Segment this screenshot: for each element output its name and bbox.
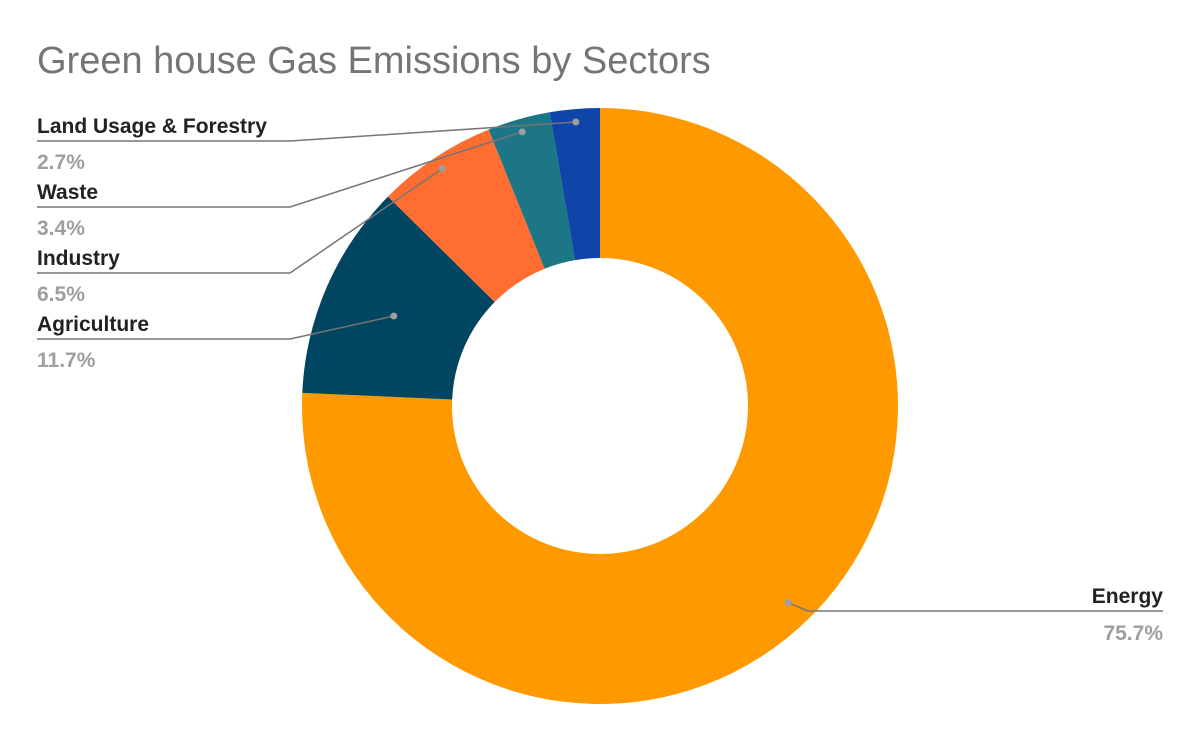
leader-waste	[37, 128, 526, 208]
leader-dot-waste	[518, 128, 526, 136]
slice-value-agriculture: 11.7%	[37, 349, 96, 372]
leader-lines-layer	[37, 118, 1163, 612]
leader-industry	[37, 165, 446, 274]
leader-dot-energy	[784, 599, 792, 607]
leader-land-usage-and-forestry	[37, 118, 580, 142]
slice-label-energy: Energy	[1092, 585, 1164, 608]
slices-layer	[301, 108, 898, 704]
slice-value-land-usage-and-forestry: 2.7%	[37, 151, 85, 174]
slice-label-industry: Industry	[37, 247, 120, 270]
leader-dot-industry	[438, 165, 446, 173]
slice-value-waste: 3.4%	[37, 217, 85, 240]
slice-waste	[488, 112, 576, 269]
slice-label-land-usage-and-forestry: Land Usage & Forestry	[37, 115, 267, 138]
leader-line-energy	[787, 601, 1163, 612]
slice-industry	[387, 129, 545, 303]
leader-line-waste	[37, 131, 523, 208]
slice-label-waste: Waste	[37, 181, 98, 204]
leader-agriculture	[37, 312, 398, 340]
leader-line-agriculture	[37, 315, 394, 340]
leader-dot-land-usage-and-forestry	[572, 118, 580, 126]
slice-land-usage-and-forestry	[549, 108, 600, 261]
leader-line-land-usage-and-forestry	[37, 121, 576, 142]
labels-layer: Energy 75.7% Agriculture 11.7% Industry 6.5% W…	[37, 115, 1163, 645]
slice-energy	[301, 108, 898, 704]
leader-line-industry	[37, 168, 443, 274]
leader-dot-agriculture	[390, 312, 398, 320]
slice-value-industry: 6.5%	[37, 283, 85, 306]
slice-agriculture	[302, 196, 495, 400]
leader-energy	[784, 599, 1163, 612]
slice-value-energy: 75.7%	[1103, 622, 1163, 645]
chart-title: Green house Gas Emissions by Sectors	[37, 40, 711, 82]
slice-label-agriculture: Agriculture	[37, 313, 149, 336]
